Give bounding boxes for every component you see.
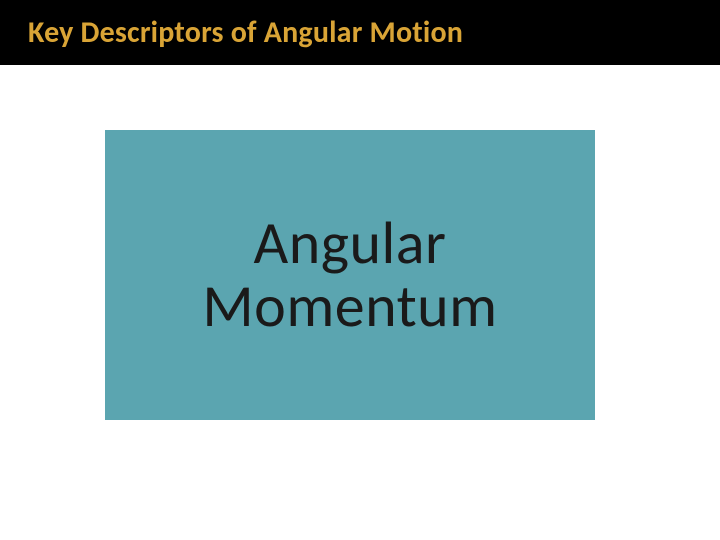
header-bar: Key Descriptors of Angular Motion [0,0,720,65]
content-box: Angular Momentum [105,130,595,420]
content-line-2: Momentum [202,270,497,343]
content-box-label: Angular Momentum [202,212,497,338]
slide-title: Key Descriptors of Angular Motion [28,14,720,51]
